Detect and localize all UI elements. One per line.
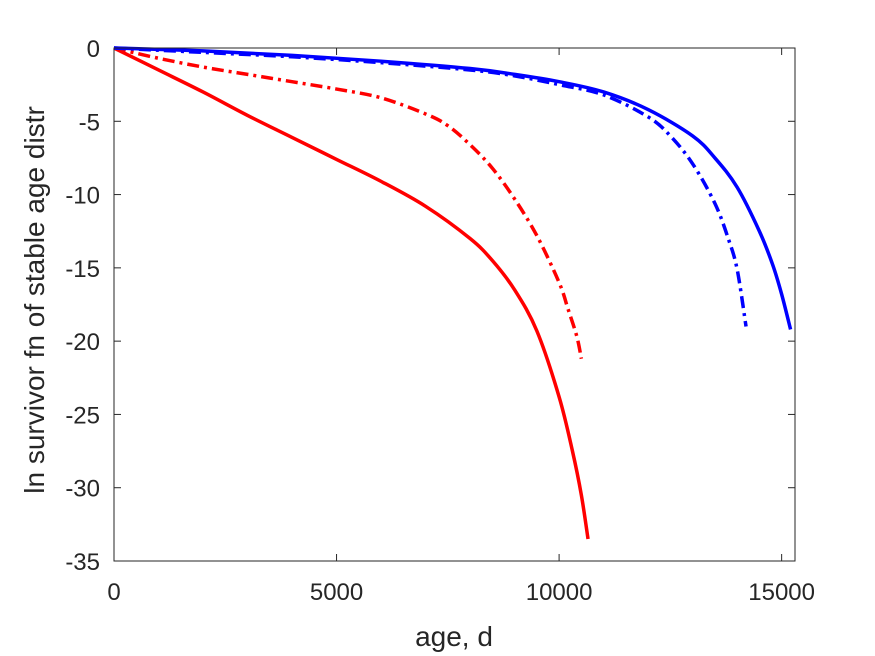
y-tick-label-1: -5 [79,109,100,136]
series-line-3 [113,46,793,330]
x-tick-label-3: 15000 [748,579,815,606]
series-layer [113,46,793,540]
x-tick-label-2: 10000 [526,579,593,606]
x-tick-label-1: 5000 [310,579,363,606]
plot-frame [113,47,796,562]
x-axis-label: age, d [415,621,493,652]
y-tick-label-5: -25 [65,402,100,429]
y-axis: 0 -5 -10 -15 -20 -25 -30 -35 [65,36,795,576]
plot-area [114,48,795,561]
y-axis-label: ln survivor fn of stable age distr [19,106,50,494]
y-tick-label-0: 0 [87,36,100,63]
series-line-0 [113,46,590,540]
x-axis: 0 5000 10000 15000 [107,48,815,606]
series-line-1 [113,46,584,360]
y-tick-label-4: -20 [65,329,100,356]
y-tick-label-2: -10 [65,183,100,210]
y-tick-label-6: -30 [65,476,100,503]
y-tick-label-3: -15 [65,256,100,283]
x-tick-label-0: 0 [107,579,120,606]
y-tick-label-7: -35 [65,549,100,576]
